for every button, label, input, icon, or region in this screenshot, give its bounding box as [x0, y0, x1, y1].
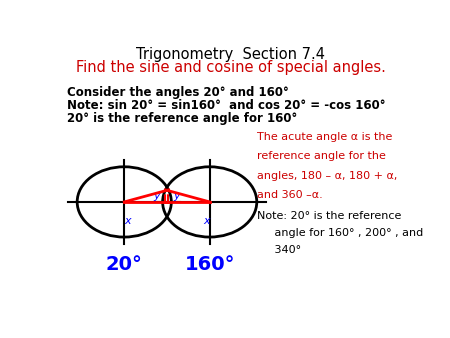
Text: angles, 180 – α, 180 + α,: angles, 180 – α, 180 + α, — [257, 171, 397, 181]
Text: Consider the angles 20° and 160°: Consider the angles 20° and 160° — [67, 86, 288, 99]
Text: y: y — [153, 191, 160, 201]
Text: The acute angle α is the: The acute angle α is the — [257, 132, 392, 142]
Text: and 360 –α.: and 360 –α. — [257, 190, 323, 200]
Text: reference angle for the: reference angle for the — [257, 151, 386, 161]
Text: y: y — [174, 191, 180, 201]
Text: 160°: 160° — [184, 255, 235, 274]
Text: 20°: 20° — [106, 255, 143, 274]
Text: angle for 160° , 200° , and: angle for 160° , 200° , and — [257, 228, 423, 238]
Text: x: x — [203, 216, 210, 226]
Text: Trigonometry  Section 7.4: Trigonometry Section 7.4 — [136, 47, 325, 62]
Text: 20° is the reference angle for 160°: 20° is the reference angle for 160° — [67, 112, 297, 125]
Text: x: x — [125, 216, 131, 226]
Text: Note: sin 20° = sin160°  and cos 20° = -cos 160°: Note: sin 20° = sin160° and cos 20° = -c… — [67, 99, 385, 112]
Text: 340°: 340° — [257, 245, 301, 255]
Text: Find the sine and cosine of special angles.: Find the sine and cosine of special angl… — [76, 60, 386, 75]
Text: Note: 20° is the reference: Note: 20° is the reference — [257, 211, 401, 221]
